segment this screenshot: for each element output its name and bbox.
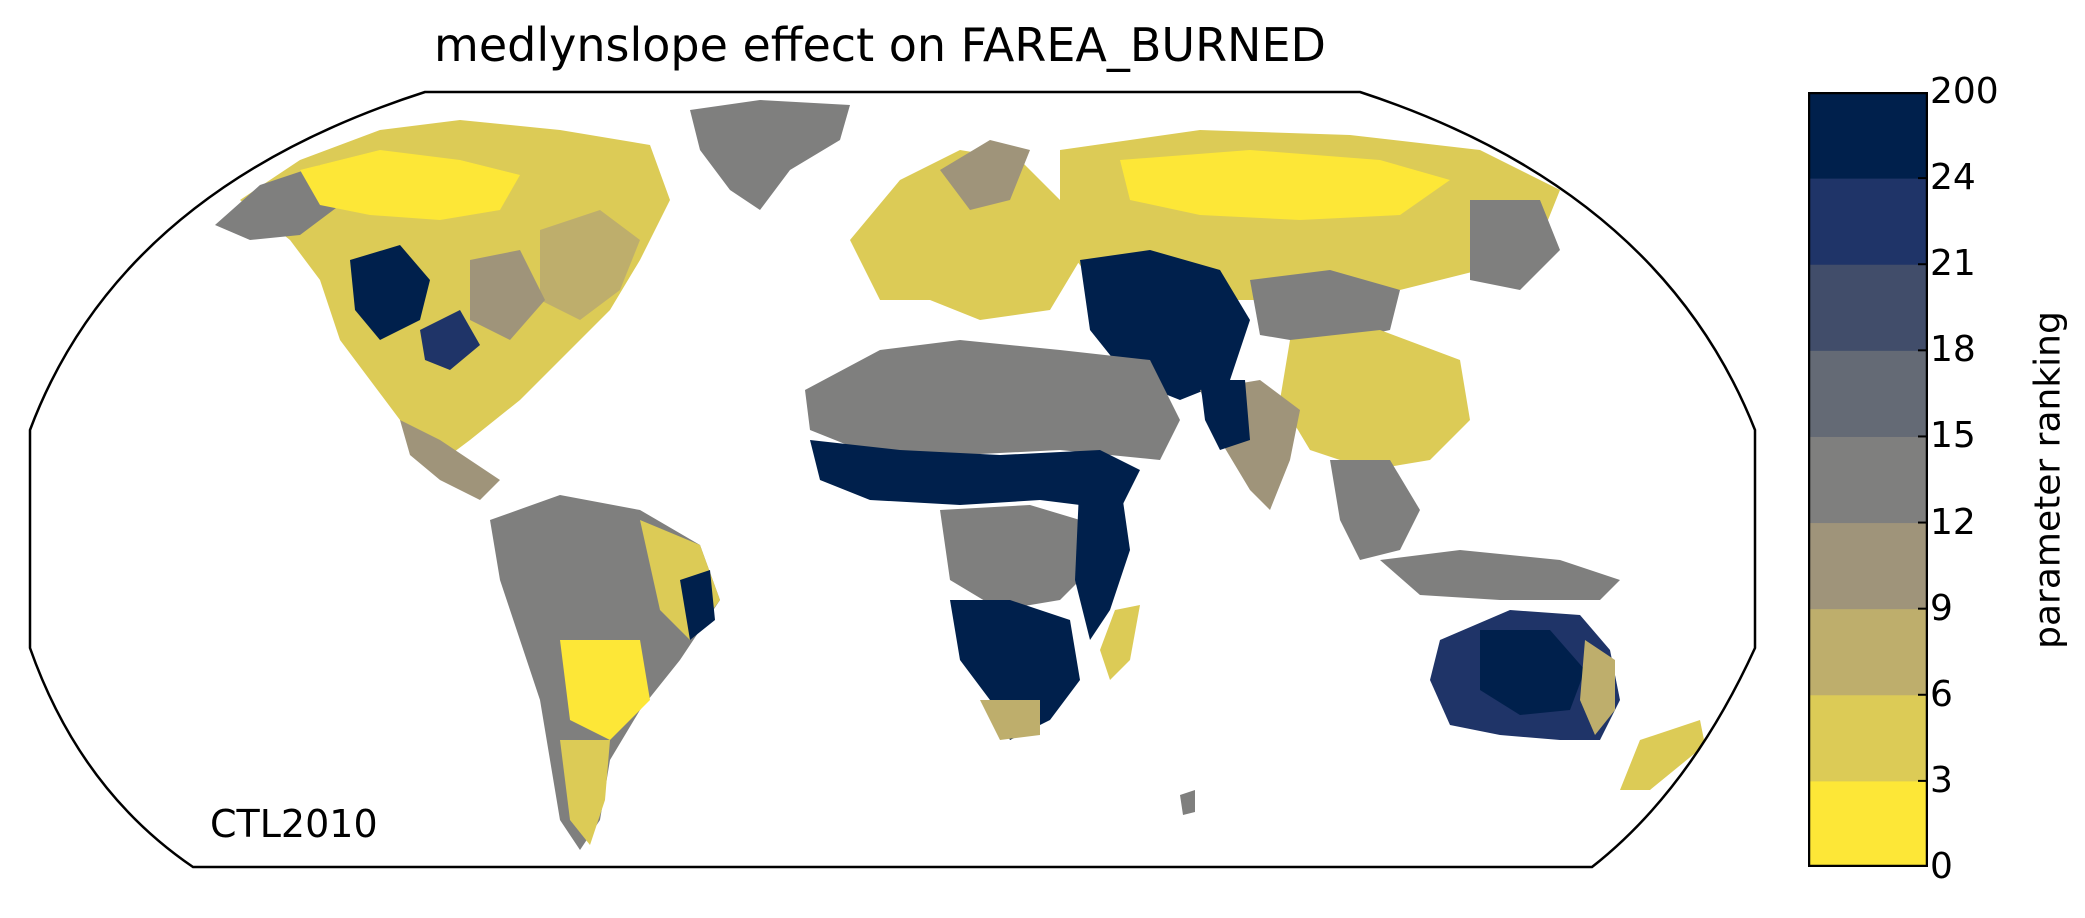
colorbar-tick-label: 6: [1930, 673, 1953, 715]
region-central-america: [400, 420, 500, 500]
colorbar-tick-label: 21: [1930, 243, 1976, 285]
region-sahel-navy: [810, 440, 1140, 510]
region-central-africa: [940, 505, 1090, 610]
colorbar-band: [1808, 350, 1928, 437]
map-outline: [28, 90, 1757, 869]
colorbar-tick-label: 0: [1930, 846, 1953, 887]
region-na-blue: [420, 310, 480, 370]
region-madagascar: [1100, 605, 1140, 680]
colorbar-bands: [1808, 92, 1928, 868]
region-na-yellow-north: [300, 150, 520, 220]
panel-label: CTL2010: [210, 802, 378, 846]
region-scandinavia: [940, 140, 1030, 210]
colorbar-band: [1808, 780, 1928, 868]
map-data-layer: [215, 100, 1705, 850]
colorbar-frame: [1807, 91, 1929, 868]
region-sa-patagonia: [560, 740, 610, 845]
region-australia-navy: [1480, 630, 1585, 715]
region-east-siberia-gray: [1470, 200, 1560, 290]
region-australia-khaki-east: [1580, 640, 1615, 735]
colorbar-band: [1808, 264, 1928, 351]
region-na-navy-west: [350, 245, 430, 340]
colorbar-tick-label: 3: [1930, 759, 1953, 801]
region-tasmania: [1180, 790, 1195, 815]
colorbar-band: [1808, 608, 1928, 696]
region-na-gold-east: [540, 210, 640, 320]
colorbar-tick-label: 18: [1930, 329, 1976, 371]
colorbar-band: [1808, 694, 1928, 782]
region-indonesia: [1380, 550, 1620, 600]
colorbar-label: parameter ranking: [2027, 311, 2069, 649]
region-europe: [850, 150, 1080, 320]
region-india-navy: [1200, 380, 1250, 450]
region-new-zealand: [1620, 720, 1705, 790]
region-north-africa: [805, 340, 1180, 460]
colorbar-svg: [1807, 91, 1929, 868]
colorbar-tick-label: 200: [1930, 71, 1999, 112]
colorbar-tick-label: 9: [1930, 587, 1953, 629]
colorbar-band: [1808, 92, 1928, 179]
region-na-khaki-mid: [470, 250, 545, 340]
region-china: [1280, 330, 1470, 470]
colorbar-band: [1808, 522, 1928, 610]
colorbar-tick-label: 12: [1930, 501, 1976, 543]
region-sa-south-yellow: [560, 640, 650, 740]
colorbar: [1807, 91, 1929, 868]
colorbar-tick-label: 24: [1930, 157, 1976, 199]
region-southern-africa-khaki: [980, 700, 1040, 740]
region-siberia-yellow: [1120, 150, 1450, 220]
region-mongolia: [1250, 270, 1400, 345]
colorbar-band: [1808, 436, 1928, 524]
region-greenland: [690, 100, 850, 210]
region-se-asia: [1330, 460, 1420, 560]
region-sa-navy-east: [680, 570, 715, 640]
region-southern-africa: [950, 600, 1080, 740]
region-east-africa-navy: [1075, 470, 1130, 640]
world-map: [28, 90, 1757, 869]
colorbar-band: [1808, 178, 1928, 265]
map-title: medlynslope effect on FAREA_BURNED: [434, 18, 1326, 72]
colorbar-tick-label: 15: [1930, 415, 1976, 457]
